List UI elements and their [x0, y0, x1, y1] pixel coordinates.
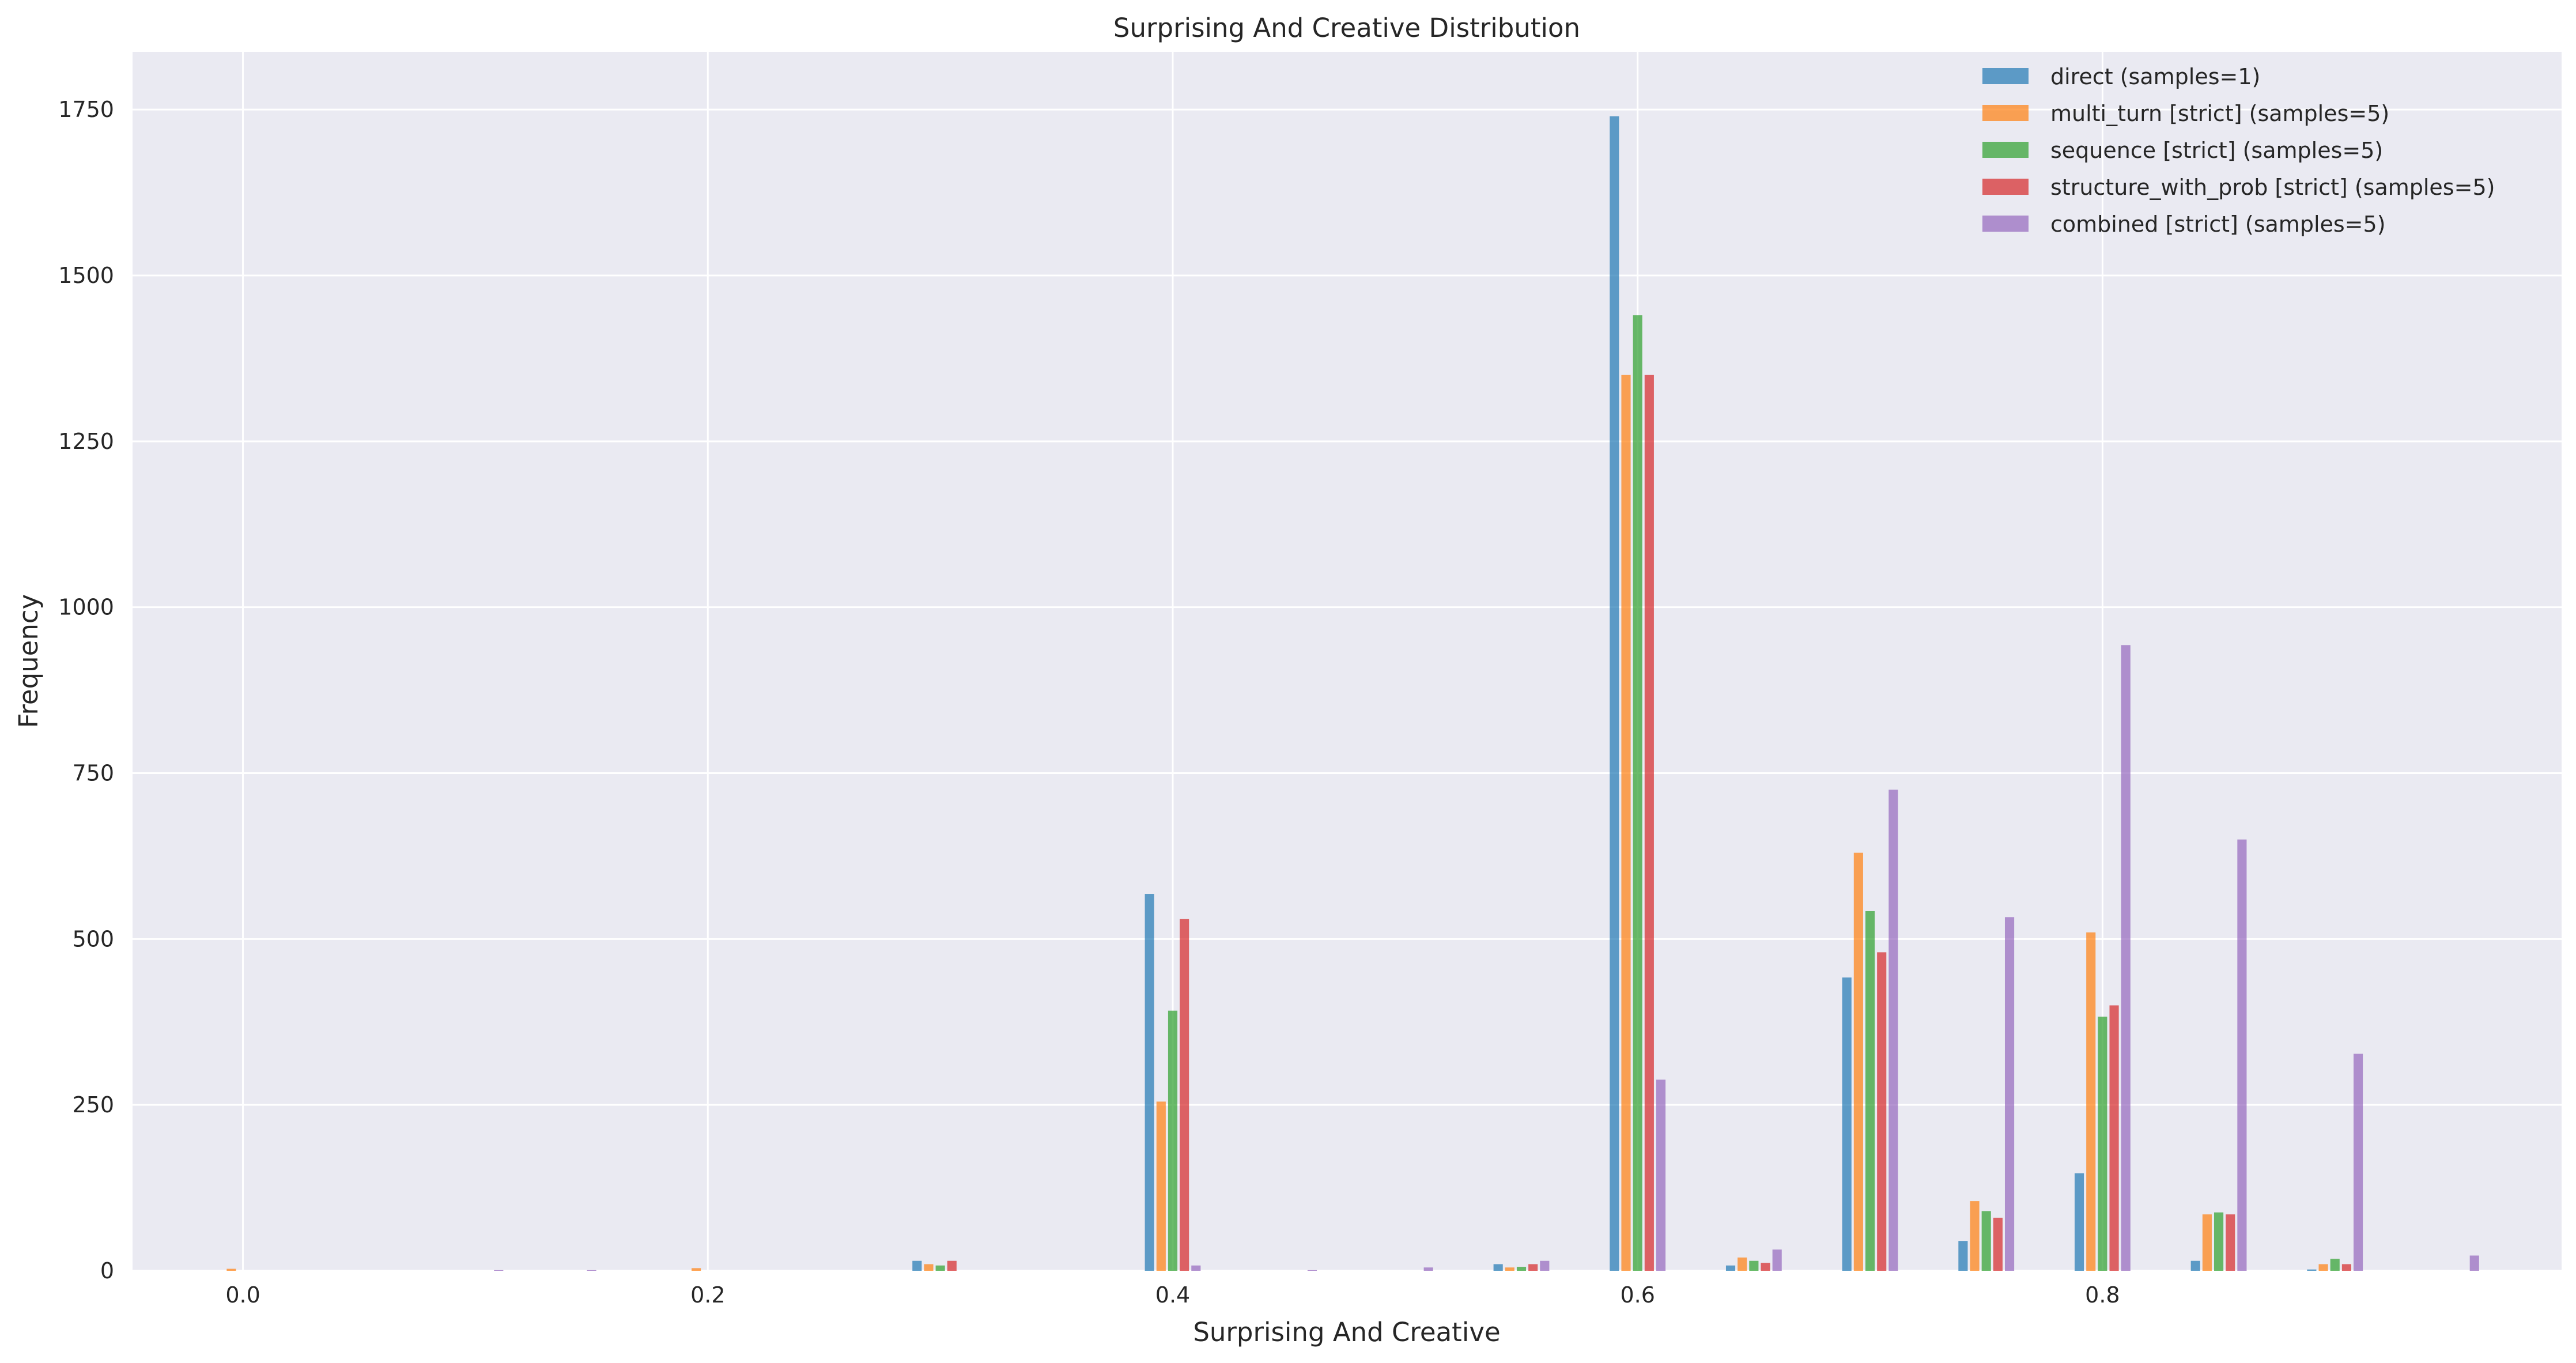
y-tick-label: 750: [72, 760, 114, 786]
bar-direct: [1610, 116, 1619, 1271]
bar-sequence: [1516, 1267, 1527, 1271]
bar-structure-with-prob: [1993, 1217, 2003, 1271]
bar-multi-turn: [1853, 852, 1863, 1271]
legend-label-structure-with-prob: structure_with_prob [strict] (samples=5): [2050, 175, 2495, 200]
bar-structure-with-prob: [1877, 952, 1887, 1271]
bar-sequence: [2214, 1212, 2224, 1271]
bar-multi-turn: [2202, 1214, 2212, 1271]
plot-area: [133, 52, 2562, 1271]
bar-sequence: [1749, 1260, 1759, 1271]
bar-multi-turn: [2086, 932, 2096, 1271]
bar-structure-with-prob: [1180, 919, 1189, 1271]
x-tick-label: 0.2: [690, 1282, 725, 1308]
legend-swatch-structure-with-prob: [1982, 179, 2029, 195]
bar-sequence: [1865, 911, 1875, 1271]
bar-multi-turn: [2318, 1264, 2328, 1271]
bar-combined: [1540, 1260, 1550, 1271]
bar-combined: [2121, 645, 2131, 1271]
bar-combined: [1307, 1270, 1317, 1271]
y-tick-label: 0: [100, 1258, 114, 1283]
bar-combined: [1772, 1249, 1782, 1271]
bar-combined: [2354, 1054, 2363, 1271]
bar-multi-turn: [1156, 1101, 1166, 1271]
ticks: 0.0 0.2 0.4 0.6 0.8 0 250 500 750 1000 1250 1500 175…: [58, 97, 2120, 1308]
bar-multi-turn: [1505, 1267, 1514, 1271]
bar-direct: [2074, 1173, 2084, 1271]
chart-title: Surprising And Creative Distribution: [1113, 13, 1580, 43]
bar-sequence: [2330, 1259, 2340, 1271]
bar-combined: [2237, 839, 2247, 1271]
y-axis-label: Frequency: [13, 594, 44, 728]
bar-structure-with-prob: [2226, 1214, 2235, 1271]
y-tick-label: 250: [72, 1092, 114, 1117]
legend-label-combined: combined [strict] (samples=5): [2050, 212, 2386, 237]
x-axis-label: Surprising And Creative: [1193, 1317, 1500, 1347]
bar-sequence: [1981, 1211, 1991, 1271]
x-tick-label: 0.6: [1620, 1282, 1655, 1308]
bar-structure-with-prob: [1528, 1264, 1538, 1271]
y-tick-label: 1500: [58, 263, 114, 288]
bar-sequence: [2098, 1017, 2107, 1271]
legend-label-multi-turn: multi_turn [strict] (samples=5): [2050, 101, 2389, 126]
bar-direct: [1958, 1241, 1968, 1271]
bar-combined: [587, 1270, 596, 1271]
y-tick-label: 1750: [58, 97, 114, 122]
bar-structure-with-prob: [2341, 1264, 2351, 1271]
bar-multi-turn: [692, 1268, 701, 1271]
legend-swatch-direct: [1982, 68, 2029, 84]
bar-direct: [1725, 1265, 1736, 1271]
x-tick-label: 0.4: [1155, 1282, 1190, 1308]
bar-structure-with-prob: [1644, 375, 1654, 1271]
legend-swatch-multi-turn: [1982, 105, 2029, 121]
legend: direct (samples=1) multi_turn [strict] (s…: [1982, 64, 2495, 237]
bar-combined: [2469, 1255, 2479, 1271]
bar-multi-turn: [1738, 1257, 1747, 1271]
bar-sequence: [1168, 1010, 1178, 1271]
grid: [133, 52, 2562, 1272]
bar-sequence: [1633, 315, 1642, 1271]
bar-sequence: [935, 1265, 945, 1271]
legend-swatch-combined: [1982, 216, 2029, 232]
legend-label-sequence: sequence [strict] (samples=5): [2050, 138, 2383, 163]
bar-direct: [2190, 1260, 2200, 1271]
bars: [226, 116, 2479, 1271]
y-tick-label: 500: [72, 926, 114, 952]
bar-direct: [1493, 1264, 1503, 1271]
bar-multi-turn: [924, 1264, 934, 1271]
bar-combined: [494, 1270, 504, 1271]
bar-direct: [912, 1260, 922, 1271]
bar-combined: [1191, 1265, 1201, 1271]
bar-direct: [2307, 1269, 2317, 1271]
bar-multi-turn: [1621, 375, 1631, 1271]
bar-combined: [1888, 790, 1898, 1271]
legend-label-direct: direct (samples=1): [2050, 64, 2260, 89]
bar-structure-with-prob: [947, 1260, 957, 1271]
bar-combined: [2004, 917, 2015, 1271]
y-tick-label: 1250: [58, 429, 114, 454]
bar-direct: [1145, 894, 1154, 1271]
bar-multi-turn: [226, 1268, 236, 1271]
bar-direct: [1842, 977, 1852, 1271]
x-tick-label: 0.0: [225, 1282, 260, 1308]
bar-structure-with-prob: [1761, 1263, 1770, 1271]
x-tick-label: 0.8: [2085, 1282, 2120, 1308]
bar-multi-turn: [1970, 1201, 1980, 1271]
bar-combined: [1656, 1079, 1666, 1271]
legend-swatch-sequence: [1982, 142, 2029, 158]
y-tick-label: 1000: [58, 595, 114, 620]
bar-structure-with-prob: [2109, 1005, 2119, 1271]
bar-combined: [1423, 1267, 1433, 1271]
